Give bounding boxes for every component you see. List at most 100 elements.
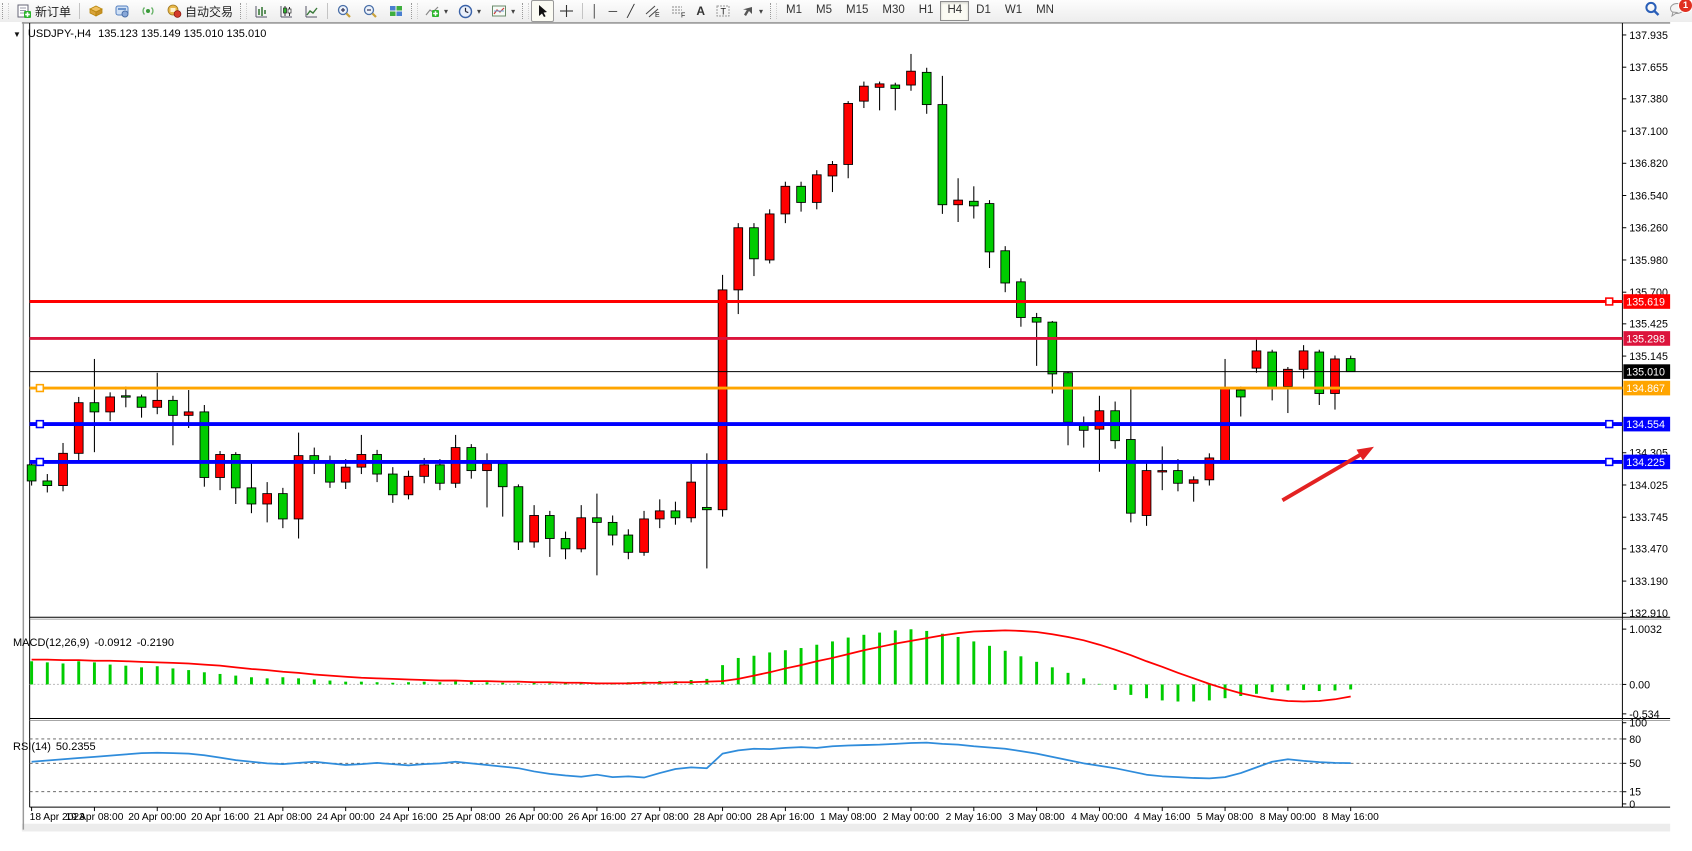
- auto-trading-button[interactable]: 自动交易: [161, 0, 238, 22]
- candle: [780, 185, 791, 215]
- candle: [152, 399, 163, 408]
- text-label-icon: T: [716, 5, 730, 17]
- equidistant-channel-tool[interactable]: E: [639, 0, 665, 22]
- horizontal-line-tool[interactable]: ─: [604, 0, 623, 22]
- tab-m1[interactable]: M1: [786, 4, 802, 16]
- toolbar-grip[interactable]: [770, 3, 778, 19]
- line-chart-mode-button[interactable]: [299, 0, 324, 22]
- trend-arrow-head[interactable]: [1356, 446, 1374, 461]
- candle: [513, 486, 524, 543]
- gold-box-icon: [89, 5, 103, 17]
- tab-m5[interactable]: M5: [816, 4, 832, 16]
- symbol-period-label: USDJPY-,H4: [27, 28, 92, 40]
- price-tick-label: 133.745: [1629, 512, 1668, 524]
- candle: [1000, 250, 1011, 284]
- price-tick-label: 137.655: [1629, 62, 1668, 74]
- candle: [544, 515, 555, 539]
- line-handle[interactable]: [1605, 457, 1614, 467]
- candle: [262, 493, 272, 505]
- price-level-label: 135.298: [1626, 334, 1665, 346]
- candle: [26, 464, 37, 482]
- chart-canvas[interactable]: 137.935 137.655 137.380 137.100 136.820 136.5…: [0, 22, 1692, 851]
- rsi-value: 50.2355: [55, 741, 96, 753]
- candle: [1345, 358, 1356, 373]
- candle: [827, 164, 838, 177]
- tab-h4[interactable]: H4: [940, 1, 970, 21]
- line-handle[interactable]: [35, 419, 45, 429]
- candlestick-mode-button[interactable]: [274, 0, 299, 22]
- line-handle[interactable]: [1605, 419, 1614, 429]
- arrows-tool[interactable]: ▾: [736, 0, 768, 22]
- candle: [1314, 351, 1325, 394]
- candle: [246, 487, 257, 505]
- trend-arrow-object[interactable]: [1281, 449, 1367, 502]
- candle: [592, 517, 602, 523]
- arrows-tool-icon: [743, 6, 752, 16]
- text-tool[interactable]: A: [691, 0, 710, 22]
- bar-chart-mode-button[interactable]: [249, 0, 274, 22]
- toolbar-grip[interactable]: [411, 3, 419, 19]
- candle: [764, 213, 775, 261]
- price-level-label: 135.010: [1626, 367, 1665, 379]
- data-window-button[interactable]: [109, 0, 135, 22]
- rsi-line: [31, 741, 1351, 780]
- trendline-tool[interactable]: ╱: [622, 0, 639, 22]
- new-order-label: 新订单: [35, 4, 72, 19]
- candle: [859, 85, 869, 102]
- chat-button[interactable]: 1: [1669, 0, 1692, 20]
- signals-button[interactable]: [135, 0, 161, 22]
- candle: [340, 466, 351, 483]
- line-handle[interactable]: [35, 383, 45, 393]
- period-button[interactable]: ▾: [453, 0, 486, 22]
- tile-windows-button[interactable]: [383, 0, 409, 22]
- text-label-tool[interactable]: T: [710, 0, 736, 22]
- chart-window[interactable]: 137.935 137.655 137.380 137.100 136.820 136.5…: [0, 22, 1692, 851]
- line-handle[interactable]: [1605, 297, 1614, 306]
- time-label: 28 Apr 16:00: [756, 812, 814, 823]
- candle: [1016, 281, 1026, 318]
- vertical-line-tool[interactable]: │: [586, 0, 604, 22]
- candle: [1204, 457, 1215, 481]
- new-order-button[interactable]: 新订单: [11, 0, 76, 22]
- tab-w1[interactable]: W1: [1004, 4, 1023, 16]
- price-level-label: 134.225: [1626, 457, 1665, 469]
- cursor-tool-button[interactable]: [531, 0, 555, 22]
- add-indicator-button[interactable]: ▾: [420, 0, 453, 22]
- candle: [1235, 389, 1246, 398]
- tab-h1[interactable]: H1: [918, 4, 934, 16]
- price-level-label: 135.619: [1626, 297, 1665, 309]
- market-watch-button[interactable]: [83, 0, 109, 22]
- toolbar-grip[interactable]: [240, 3, 248, 19]
- bar-chart-icon: [255, 6, 268, 18]
- candle: [1126, 439, 1136, 514]
- svg-text:F: F: [681, 13, 685, 19]
- trendline-icon: ╱: [627, 4, 635, 18]
- line-handle[interactable]: [35, 457, 45, 467]
- fibonacci-icon: F: [672, 6, 686, 19]
- candle: [1298, 350, 1309, 370]
- window-bottom-edge: [21, 823, 1671, 832]
- price-level-label-box: [1623, 454, 1671, 470]
- price-tick-label: 137.935: [1629, 30, 1668, 42]
- template-button[interactable]: ▾: [486, 0, 520, 22]
- tab-m30[interactable]: M30: [882, 4, 905, 16]
- main-toolbar: 新订单 自动交易 ▾ ▾ ▾ │ ─ ╱ E F A T ▾ M1 M5 M15…: [0, 0, 1692, 23]
- one-click-trading-toggle[interactable]: ▼: [13, 29, 21, 39]
- candle: [1031, 317, 1042, 323]
- tab-mn[interactable]: MN: [1036, 4, 1054, 16]
- separator: [327, 3, 329, 19]
- crosshair-tool-button[interactable]: [554, 0, 579, 22]
- toolbar-grip[interactable]: [522, 3, 530, 19]
- search-button[interactable]: [1644, 1, 1661, 20]
- zoom-in-button[interactable]: [331, 0, 357, 22]
- toolbar-grip[interactable]: [2, 3, 9, 19]
- zoom-out-button[interactable]: [357, 0, 383, 22]
- tab-d1[interactable]: D1: [976, 4, 991, 16]
- rsi-indicator-label: RSI(14) 50.2355: [13, 741, 96, 753]
- fibonacci-tool[interactable]: F: [665, 0, 691, 22]
- tab-m15[interactable]: M15: [845, 4, 869, 16]
- template-icon: [492, 5, 507, 17]
- candle: [968, 200, 979, 207]
- time-label: 28 Apr 00:00: [694, 812, 752, 823]
- price-tick-label: 132.910: [1629, 608, 1668, 620]
